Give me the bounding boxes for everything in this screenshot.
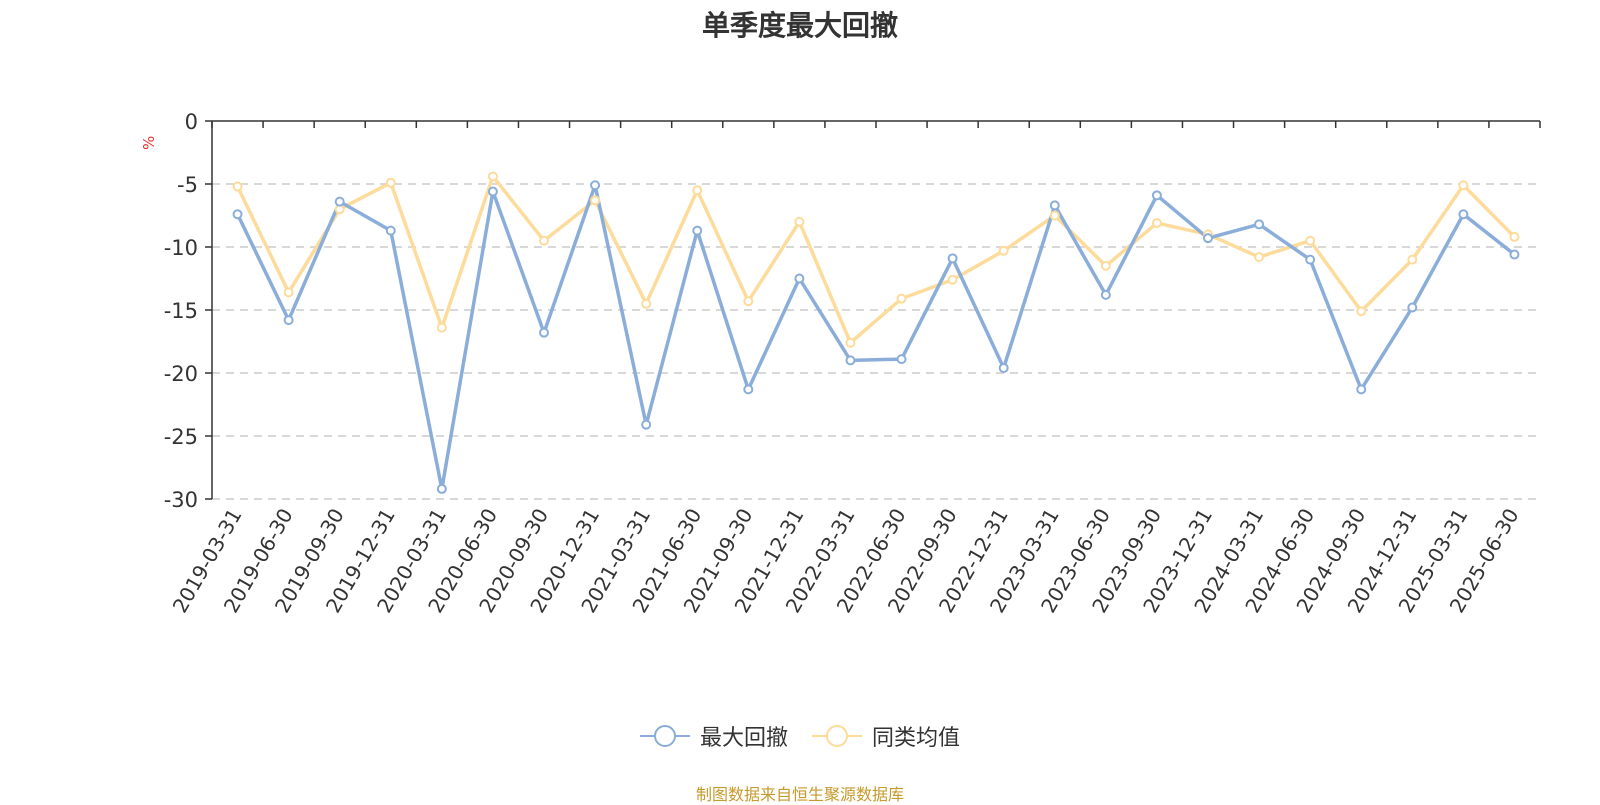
y-tick-label-1: -5 <box>177 173 198 197</box>
series-line-1 <box>235 174 1516 345</box>
data-point-s1-9 <box>692 185 703 196</box>
data-point-s1-12 <box>845 337 856 348</box>
data-point-s0-22 <box>1356 384 1367 395</box>
data-point-s0-14 <box>947 253 958 264</box>
data-point-s0-9 <box>692 225 703 236</box>
x-tick-labels: 2019-03-312019-06-302019-09-302019-12-31… <box>168 504 1524 617</box>
data-point-s1-10 <box>743 296 754 307</box>
data-point-s0-10 <box>743 384 754 395</box>
series-lines <box>235 174 1516 491</box>
data-point-s0-25 <box>1509 249 1520 260</box>
legend-item-peer-average[interactable]: 同类均值 <box>812 720 960 752</box>
data-point-s0-19 <box>1203 233 1213 244</box>
legend-label-max-drawdown: 最大回撤 <box>699 726 788 751</box>
data-point-s0-20 <box>1254 219 1265 230</box>
y-tick-label-6: -30 <box>164 488 198 512</box>
y-tick-label-5: -25 <box>164 425 198 449</box>
data-point-s1-16 <box>1049 210 1060 221</box>
data-point-s1-0 <box>232 181 243 192</box>
data-point-s1-13 <box>896 293 907 304</box>
data-point-s0-11 <box>794 273 805 284</box>
data-point-s0-6 <box>539 327 549 338</box>
data-point-s0-13 <box>896 354 907 365</box>
data-point-s0-12 <box>845 355 856 366</box>
y-tick-labels: 0 -5 -10 -15 -20 -25 -30 <box>164 110 198 512</box>
data-point-s1-8 <box>641 298 652 309</box>
data-point-s0-3 <box>385 225 396 236</box>
data-point-s1-5 <box>487 171 498 182</box>
data-point-s1-4 <box>436 322 447 333</box>
legend-swatch-peer-average <box>812 725 862 747</box>
grid-lines <box>212 183 1540 500</box>
data-point-s1-15 <box>998 245 1009 256</box>
data-point-s0-0 <box>232 209 243 220</box>
series-line-0 <box>235 183 1516 491</box>
data-point-s0-17 <box>1100 289 1111 300</box>
chart-title: 单季度最大回撤 <box>701 9 898 42</box>
data-point-s0-23 <box>1407 302 1418 313</box>
y-tick-label-0: 0 <box>185 110 198 134</box>
data-point-s1-14 <box>947 274 958 285</box>
data-point-s0-8 <box>641 419 652 430</box>
data-point-s1-7 <box>590 195 601 206</box>
y-tick-label-3: -15 <box>164 299 198 323</box>
data-point-s1-23 <box>1407 254 1418 265</box>
data-point-s0-15 <box>998 362 1009 373</box>
data-point-s0-18 <box>1151 190 1162 201</box>
data-point-s1-1 <box>283 287 294 298</box>
legend-label-peer-average: 同类均值 <box>872 726 961 751</box>
data-point-s1-22 <box>1356 306 1367 317</box>
legend-swatch-max-drawdown <box>639 725 690 747</box>
data-point-s0-16 <box>1049 200 1060 211</box>
data-point-s1-6 <box>539 235 549 246</box>
legend: 最大回撤 同类均值 <box>0 720 1600 752</box>
y-tick-label-4: -20 <box>164 362 198 386</box>
data-point-s1-11 <box>794 216 805 227</box>
data-point-s0-21 <box>1305 254 1316 265</box>
data-point-s0-2 <box>334 196 345 207</box>
data-point-s0-24 <box>1458 209 1469 220</box>
data-point-s1-20 <box>1254 252 1265 263</box>
y-tick-label-2: -10 <box>164 236 198 260</box>
data-point-s0-4 <box>436 483 447 494</box>
data-point-s1-24 <box>1458 180 1469 191</box>
data-point-s1-25 <box>1509 231 1520 242</box>
data-point-s0-1 <box>283 315 294 326</box>
source-note: 制图数据来自恒生聚源数据库 <box>695 785 904 804</box>
data-point-s1-3 <box>385 177 396 188</box>
axes <box>205 120 1541 500</box>
data-point-s1-17 <box>1100 260 1111 271</box>
data-point-s1-21 <box>1305 235 1316 246</box>
data-point-s0-7 <box>590 180 601 191</box>
series-points <box>232 171 1520 494</box>
data-point-s1-18 <box>1151 218 1162 229</box>
legend-item-max-drawdown[interactable]: 最大回撤 <box>639 720 788 752</box>
data-point-s0-5 <box>487 186 498 197</box>
